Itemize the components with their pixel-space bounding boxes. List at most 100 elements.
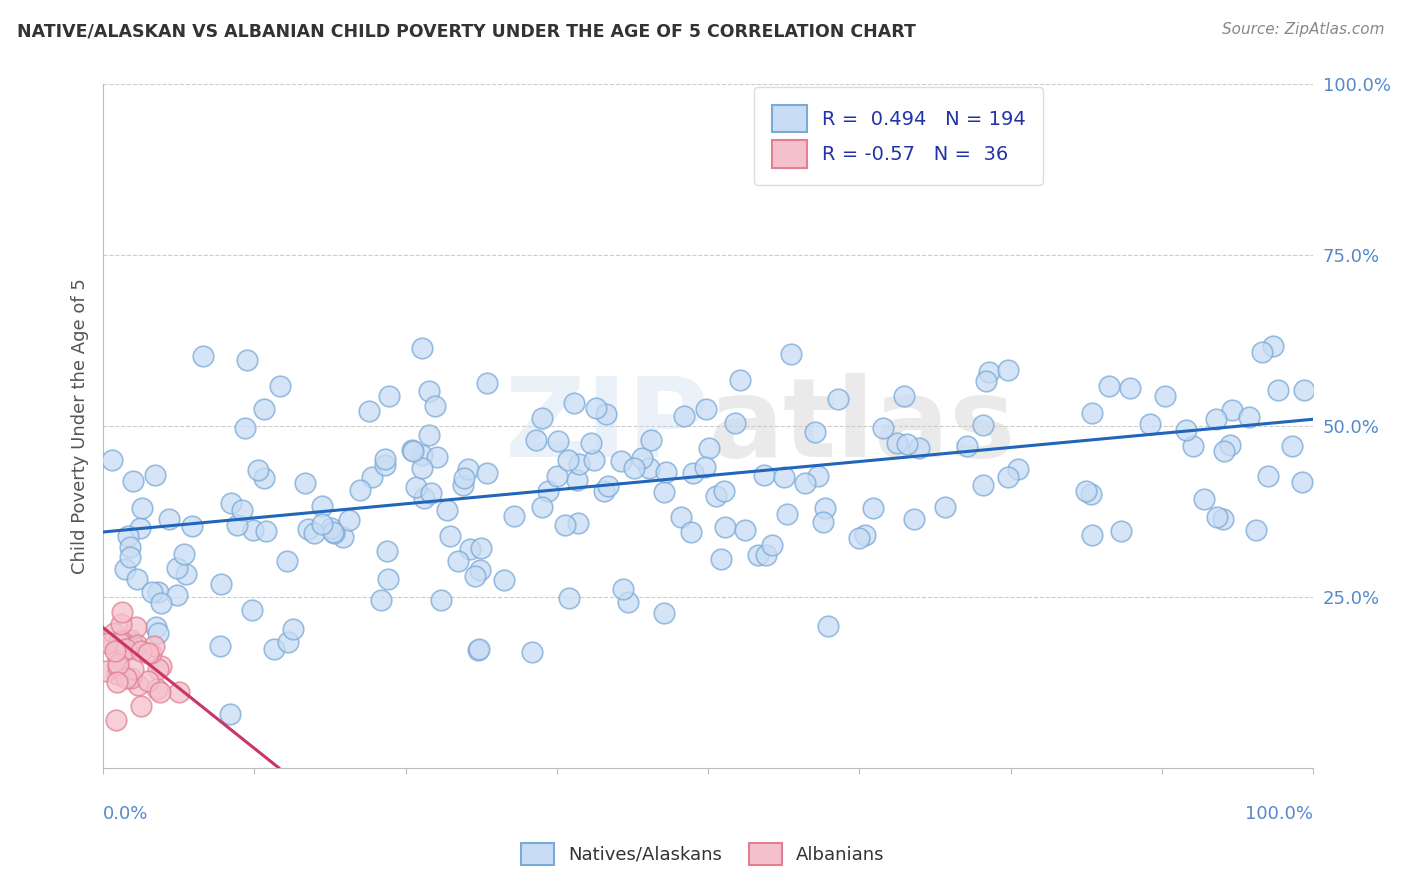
Point [125,638,148,652]
Point [637,461,659,475]
Point [697,441,720,455]
Point [101,453,124,467]
Point [236,353,259,368]
Point [752,467,775,482]
Point [277,635,299,649]
Point [554,518,576,533]
Point [209,577,232,591]
Point [370,593,392,607]
Point [374,458,396,472]
Point [972,417,994,432]
Point [673,409,696,423]
Point [297,522,319,536]
Point [848,532,870,546]
Point [1246,523,1268,537]
Point [522,645,544,659]
Point [150,596,173,610]
Point [1267,384,1289,398]
Point [145,620,167,634]
Point [174,566,197,581]
Point [108,634,131,648]
Point [150,658,173,673]
Point [110,617,132,632]
Point [124,640,146,655]
Point [1212,512,1234,526]
Point [141,584,163,599]
Point [107,660,129,674]
Point [747,548,769,562]
Point [276,554,298,568]
Point [1074,483,1097,498]
Point [1291,475,1313,489]
Point [111,634,134,648]
Point [1292,383,1315,397]
Point [378,389,401,403]
Point [813,515,835,529]
Point [120,632,142,647]
Point [166,588,188,602]
Point [121,636,143,650]
Point [180,518,202,533]
Point [125,572,148,586]
Point [724,417,747,431]
Point [807,469,830,483]
Point [129,521,152,535]
Point [793,476,815,491]
Point [322,524,344,539]
Point [617,595,640,609]
Point [693,459,716,474]
Point [547,434,569,449]
Point [655,465,678,479]
Text: Source: ZipAtlas.com: Source: ZipAtlas.com [1222,22,1385,37]
Point [115,642,138,657]
Point [934,500,956,514]
Point [136,646,159,660]
Point [254,524,277,538]
Point [231,503,253,517]
Point [893,389,915,403]
Point [166,561,188,575]
Point [631,451,654,466]
Point [475,466,498,480]
Point [853,528,876,542]
Point [1205,509,1227,524]
Point [728,373,751,387]
Text: atlas: atlas [709,373,1015,480]
Point [467,643,489,657]
Point [537,484,560,499]
Y-axis label: Child Poverty Under the Age of 5: Child Poverty Under the Age of 5 [72,278,89,574]
Text: 0.0%: 0.0% [103,805,149,823]
Point [494,573,516,587]
Point [1139,417,1161,431]
Point [311,517,333,532]
Point [269,379,291,393]
Point [173,547,195,561]
Point [1081,406,1104,420]
Point [411,448,433,462]
Point [1205,411,1227,425]
Point [1098,379,1121,393]
Point [253,402,276,417]
Point [557,453,579,467]
Point [974,374,997,388]
Point [97,636,120,650]
Point [979,365,1001,379]
Point [167,685,190,699]
Point [1213,443,1236,458]
Point [1174,423,1197,437]
Point [311,499,333,513]
Point [1154,389,1177,403]
Point [903,511,925,525]
Point [1261,339,1284,353]
Point [143,639,166,653]
Point [1109,524,1132,538]
Point [111,605,134,619]
Point [896,437,918,451]
Point [120,550,142,565]
Point [546,468,568,483]
Point [695,402,717,417]
Point [1081,528,1104,542]
Point [567,516,589,531]
Point [713,520,735,534]
Point [218,707,240,722]
